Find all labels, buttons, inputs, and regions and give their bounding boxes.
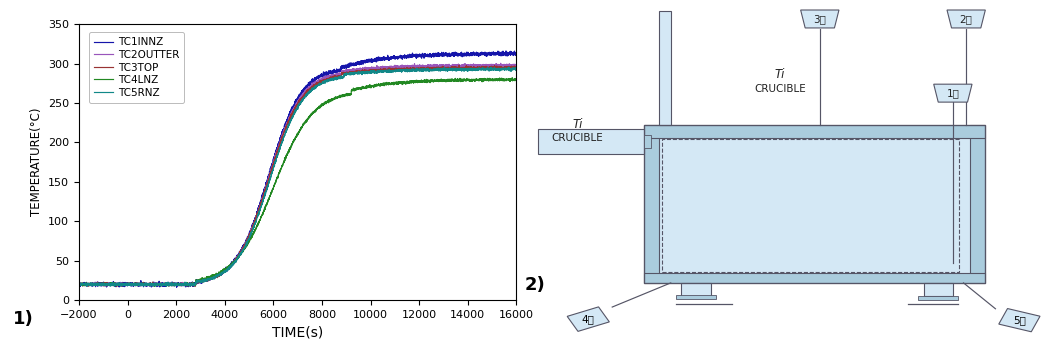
TC3TOP [73, 281, 85, 285]
TC3TOP [256, 195, 269, 199]
TC1INNZ [73, 281, 85, 285]
TC4LNZ [391, 81, 404, 85]
TC5RNZ [260, 188, 273, 192]
TC4LNZ [510, 79, 523, 83]
Line: TC5RNZ: TC5RNZ [79, 67, 516, 286]
TC3TOP [475, 66, 488, 70]
Polygon shape [946, 10, 985, 28]
TC2OUTTER [280, 120, 293, 125]
TC5RNZ [496, 68, 509, 72]
TC3TOP [260, 184, 273, 188]
TC1INNZ [256, 193, 269, 197]
TC4LNZ [506, 76, 519, 80]
Polygon shape [934, 84, 972, 102]
Text: CRUCIBLE: CRUCIBLE [754, 84, 805, 94]
Polygon shape [999, 308, 1040, 332]
TC2OUTTER [260, 182, 273, 186]
TC1INNZ [260, 183, 273, 187]
Polygon shape [801, 10, 839, 28]
Text: 2번: 2번 [960, 14, 973, 24]
TC1INNZ [496, 52, 509, 56]
TC2OUTTER [475, 63, 488, 68]
Bar [538, 129, 644, 154]
TC4LNZ [149, 284, 161, 288]
X-axis label: TIME(s): TIME(s) [272, 325, 324, 339]
Text: Ti: Ti [775, 68, 785, 81]
TC5RNZ [503, 65, 515, 69]
Text: 3번: 3번 [814, 14, 826, 24]
TC3TOP [391, 67, 404, 71]
TC2OUTTER [496, 62, 509, 67]
TC5RNZ [256, 199, 269, 204]
Line: TC2OUTTER: TC2OUTTER [79, 63, 516, 286]
TC2OUTTER [81, 284, 94, 288]
Bar [644, 125, 984, 138]
TC2OUTTER [510, 63, 523, 68]
TC4LNZ [73, 282, 85, 286]
Text: CRUCIBLE: CRUCIBLE [551, 133, 604, 143]
TC3TOP [189, 284, 201, 288]
Line: TC1INNZ: TC1INNZ [79, 51, 516, 287]
TC1INNZ [280, 120, 293, 124]
TC2OUTTER [391, 65, 404, 69]
TC4LNZ [280, 152, 293, 156]
TC1INNZ [510, 51, 523, 55]
TC1INNZ [171, 285, 183, 289]
Line: TC4LNZ: TC4LNZ [79, 78, 516, 286]
Bar [682, 283, 710, 296]
TC5RNZ [109, 284, 121, 288]
TC5RNZ [391, 69, 404, 73]
TC3TOP [453, 63, 466, 67]
TC2OUTTER [256, 196, 269, 200]
Text: 2): 2) [525, 276, 545, 294]
TC1INNZ [391, 56, 404, 60]
TC5RNZ [73, 282, 85, 286]
Bar [659, 11, 670, 125]
Bar [676, 295, 716, 299]
Text: 5번: 5번 [1013, 315, 1026, 325]
Bar [970, 125, 984, 283]
TC3TOP [510, 66, 523, 70]
Text: 1번: 1번 [946, 88, 959, 98]
Bar [662, 139, 959, 272]
TC5RNZ [510, 67, 523, 71]
TC2OUTTER [494, 61, 507, 65]
TC5RNZ [280, 128, 293, 132]
TC4LNZ [475, 77, 488, 81]
Bar [644, 125, 984, 283]
TC4LNZ [256, 212, 269, 216]
TC5RNZ [475, 67, 488, 71]
Legend: TC1INNZ, TC2OUTTER, TC3TOP, TC4LNZ, TC5RNZ: TC1INNZ, TC2OUTTER, TC3TOP, TC4LNZ, TC5R… [89, 32, 184, 103]
TC4LNZ [260, 202, 273, 206]
Line: TC3TOP: TC3TOP [79, 65, 516, 286]
Text: 4번: 4번 [582, 314, 594, 324]
Y-axis label: TEMPERATURE(°C): TEMPERATURE(°C) [30, 108, 42, 216]
Text: 1): 1) [13, 310, 34, 328]
TC1INNZ [500, 49, 512, 53]
TC2OUTTER [73, 283, 85, 287]
Bar [644, 273, 984, 283]
Bar [923, 283, 953, 296]
TC1INNZ [475, 53, 488, 57]
TC4LNZ [496, 77, 509, 81]
Polygon shape [567, 307, 609, 331]
Bar [644, 138, 984, 283]
Bar [644, 135, 650, 148]
Bar [918, 296, 958, 300]
TC3TOP [496, 66, 509, 70]
Text: Ti: Ti [572, 118, 583, 131]
Bar [644, 125, 659, 283]
TC3TOP [280, 123, 293, 127]
